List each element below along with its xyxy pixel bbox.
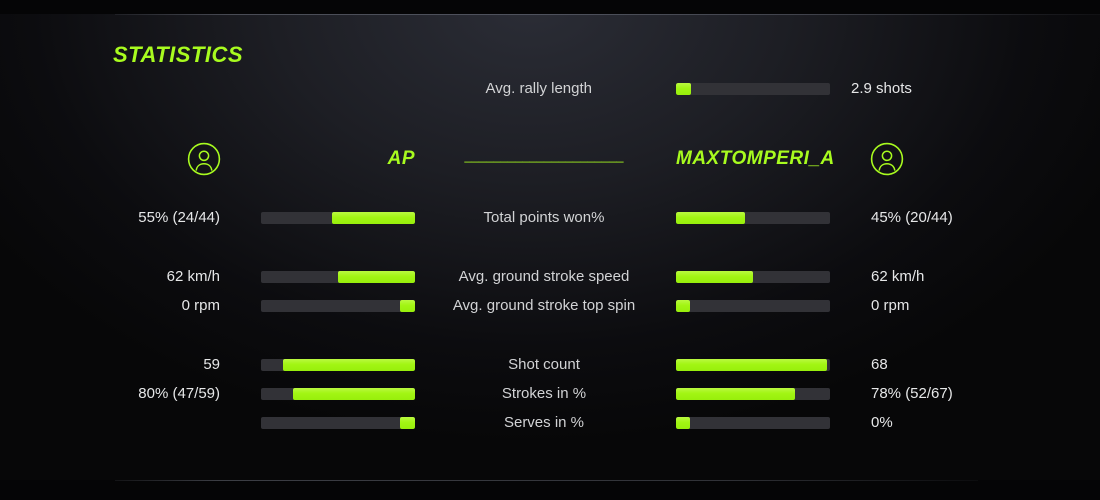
left-bar-fill [282, 359, 415, 371]
right-bar-fill [676, 388, 795, 400]
left-value: 80% (47/59) [138, 385, 220, 402]
players-header: AP ______________________ MAXTOMPERI_A [0, 139, 1100, 179]
left-bar-fill [338, 271, 415, 283]
rally-length-bar [676, 83, 830, 95]
left-value: 0 rpm [181, 297, 220, 314]
stat-label: Strokes in % [501, 385, 587, 402]
left-bar [261, 417, 415, 429]
stat-label: Serves in % [503, 414, 585, 431]
left-bar-fill [331, 212, 415, 224]
right-value: 0% [871, 414, 893, 431]
right-bar [676, 388, 830, 400]
stat-label: Avg. ground stroke top spin [452, 297, 636, 314]
right-bar [676, 300, 830, 312]
rally-length-value: 2.9 shots [851, 80, 912, 97]
header-divider: ______________________ [464, 148, 624, 163]
right-bar-fill [676, 300, 690, 312]
right-bar-fill [676, 417, 690, 429]
left-value: 55% (24/44) [138, 209, 220, 226]
top-divider-line [115, 14, 1100, 15]
right-bar-fill [676, 271, 753, 283]
stat-row-ground-stroke-speed: 62 km/h Avg. ground stroke speed 62 km/h [0, 262, 1100, 292]
right-value: 62 km/h [871, 268, 925, 285]
bottom-divider-line [115, 480, 978, 481]
stat-label: Total points won% [483, 209, 605, 226]
right-bar [676, 359, 830, 371]
rally-length-row: Avg. rally length 2.9 shots [0, 74, 1100, 104]
right-bar [676, 212, 830, 224]
stat-label: Avg. ground stroke speed [458, 268, 630, 285]
right-player-name: MAXTOMPERI_A [676, 148, 835, 169]
right-value: 0 rpm [871, 297, 910, 314]
left-bar [261, 359, 415, 371]
stat-row-ground-stroke-top-spin: 0 rpm Avg. ground stroke top spin 0 rpm [0, 291, 1100, 321]
left-value: 62 km/h [166, 268, 220, 285]
rally-length-bar-fill [676, 83, 692, 95]
left-bar-fill [399, 300, 415, 312]
right-bar-fill [676, 359, 827, 371]
right-bar [676, 417, 830, 429]
right-value: 68 [871, 356, 888, 373]
stat-row-serves-in: Serves in % 0% [0, 408, 1100, 438]
left-bar [261, 212, 415, 224]
stat-row-shot-count: 59 Shot count 68 [0, 350, 1100, 380]
right-bar-fill [676, 212, 746, 224]
stat-row-strokes-in: 80% (47/59) Strokes in % 78% (52/67) [0, 379, 1100, 409]
left-bar [261, 388, 415, 400]
statistics-panel [0, 14, 1100, 480]
left-player-name: AP [387, 148, 415, 169]
right-value: 45% (20/44) [871, 209, 953, 226]
user-icon [870, 142, 904, 176]
left-value: 59 [203, 356, 220, 373]
rally-length-label: Avg. rally length [485, 80, 592, 97]
left-bar-fill [399, 417, 415, 429]
page-title: STATISTICS [113, 42, 244, 67]
left-bar-fill [293, 388, 415, 400]
stat-row-total-points: 55% (24/44) Total points won% 45% (20/44… [0, 203, 1100, 233]
left-bar [261, 271, 415, 283]
right-bar [676, 271, 830, 283]
user-icon [187, 142, 221, 176]
right-value: 78% (52/67) [871, 385, 953, 402]
left-bar [261, 300, 415, 312]
stat-label: Shot count [508, 356, 580, 373]
